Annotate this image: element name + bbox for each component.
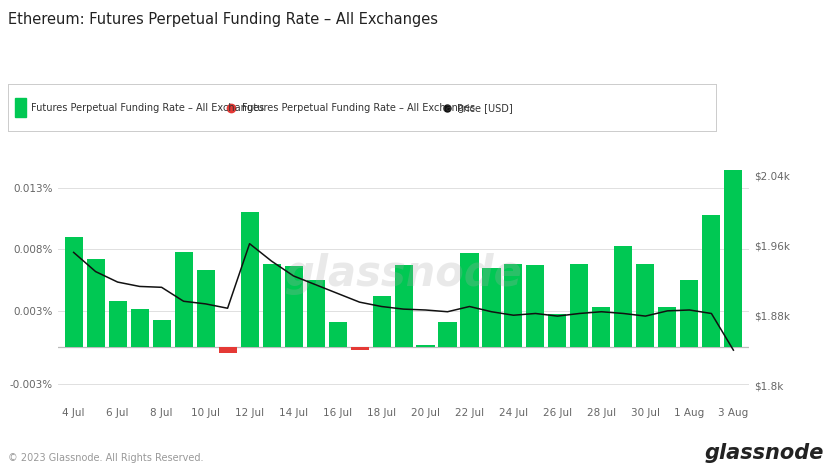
Bar — [438, 322, 457, 347]
Bar — [394, 265, 413, 347]
Bar — [483, 268, 501, 347]
Bar — [548, 314, 567, 347]
Bar — [109, 301, 126, 347]
Bar — [65, 237, 82, 347]
Bar — [175, 252, 193, 347]
Bar — [285, 266, 303, 347]
Bar — [306, 280, 324, 347]
Bar — [350, 347, 369, 351]
Bar — [196, 270, 215, 347]
Bar — [152, 321, 171, 347]
Bar — [417, 345, 434, 347]
Bar — [219, 347, 236, 353]
Text: © 2023 Glassnode. All Rights Reserved.: © 2023 Glassnode. All Rights Reserved. — [8, 453, 204, 463]
Bar — [373, 296, 390, 347]
Bar — [15, 98, 26, 117]
Bar — [725, 169, 742, 347]
Text: Futures Perpetual Funding Rate – All Exchanges: Futures Perpetual Funding Rate – All Exc… — [241, 102, 475, 113]
Bar — [681, 280, 698, 347]
Bar — [460, 253, 478, 347]
Text: glassnode: glassnode — [705, 443, 824, 463]
Bar — [527, 265, 544, 347]
Text: glassnode: glassnode — [285, 253, 522, 295]
Bar — [702, 215, 721, 347]
Text: Price [USD]: Price [USD] — [458, 102, 513, 113]
Bar — [504, 264, 522, 347]
Bar — [329, 322, 347, 347]
Bar — [240, 212, 259, 347]
Bar — [614, 246, 632, 347]
Bar — [636, 264, 655, 347]
Bar — [658, 307, 676, 347]
Bar — [87, 259, 105, 347]
Text: Futures Perpetual Funding Rate – All Exchanges: Futures Perpetual Funding Rate – All Exc… — [31, 102, 264, 113]
Bar — [131, 309, 149, 347]
Bar — [571, 264, 588, 347]
Text: Ethereum: Futures Perpetual Funding Rate – All Exchanges: Ethereum: Futures Perpetual Funding Rate… — [8, 12, 438, 27]
Bar — [263, 264, 280, 347]
Bar — [592, 307, 611, 347]
